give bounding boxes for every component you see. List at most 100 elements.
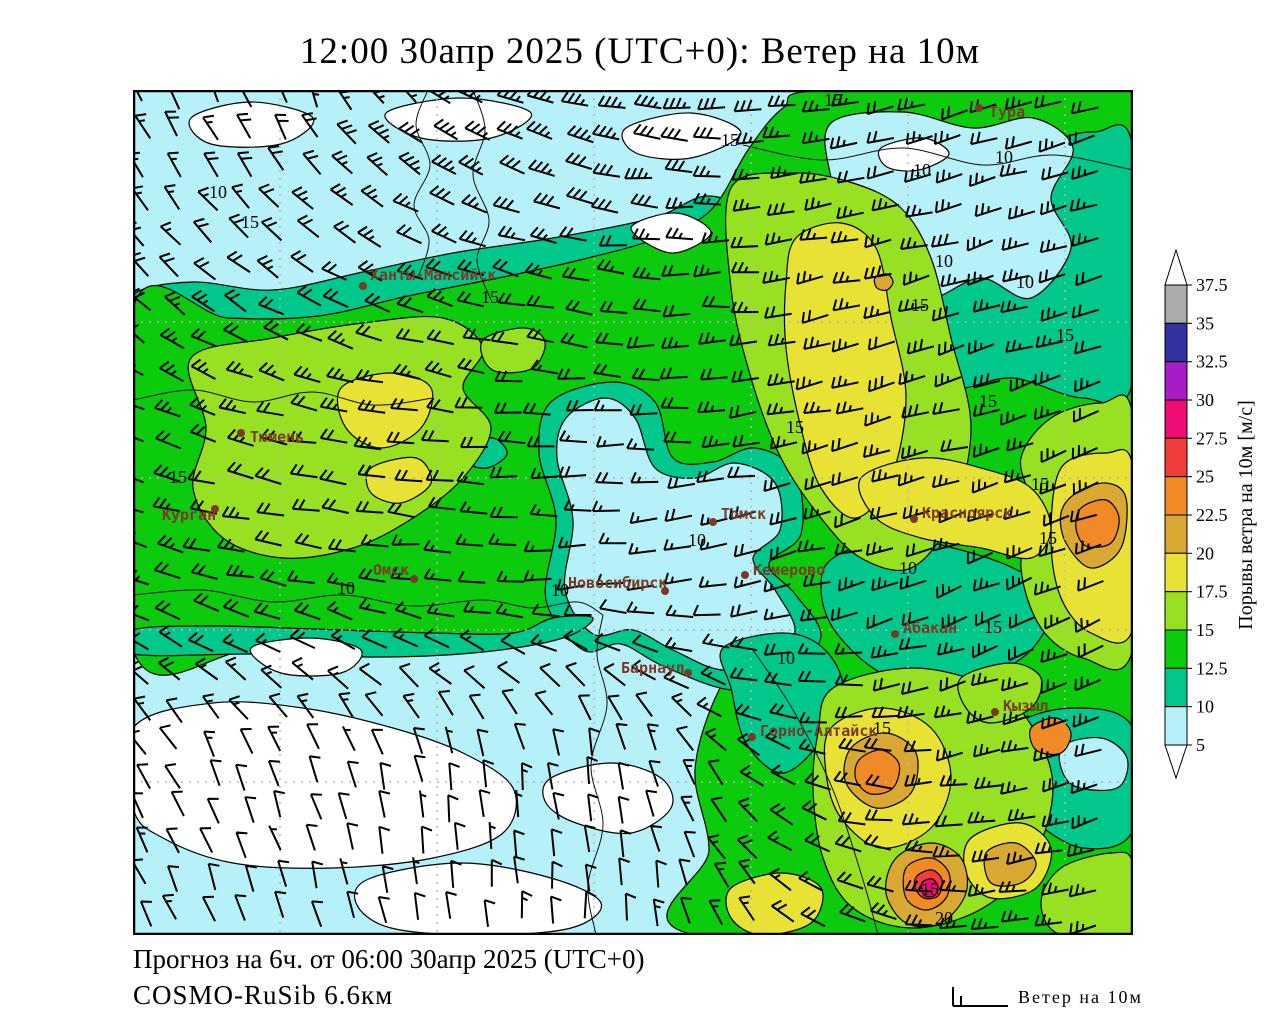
border-line [133, 589, 604, 616]
contour-label: 15 [786, 417, 804, 437]
city-label: Ханты-Мансийск [370, 266, 496, 284]
gust-region-orange-east [1075, 499, 1120, 548]
city-label: Красноярск [922, 504, 1012, 522]
weather-map: 10 15 15 15 10 10 10 10 15 15 15 10 15 15 20 15 15 10 10 10… [133, 90, 1133, 935]
city-label: Абакан [903, 619, 957, 637]
city-dot [684, 669, 692, 677]
colorbar-tick-label: 27.5 [1196, 428, 1228, 448]
contour-label: 10 [209, 182, 227, 202]
colorbar-tick-label: 22.5 [1196, 505, 1228, 525]
colorbar-segment [1164, 514, 1188, 554]
colorbar-segment [1164, 437, 1188, 478]
contour-label: 15 [169, 467, 187, 487]
contour-label: 10 [935, 251, 953, 271]
city-dot [891, 630, 899, 638]
city-dot [237, 429, 245, 437]
contour-label: 15 [721, 130, 739, 150]
contour-label: 15 [1056, 325, 1074, 345]
city-label: Кызыл [1003, 697, 1048, 715]
city-label: Кемерово [753, 561, 825, 579]
wind-barb-staffs [133, 90, 1104, 935]
city-label: Томск [721, 505, 766, 523]
city-label: Горно-Алтайск [760, 722, 877, 740]
city-dot [410, 575, 418, 583]
gust-region-white-sw-3 [542, 762, 674, 835]
colorbar-tick-label: 37.5 [1196, 275, 1228, 295]
contour-label: 15 [481, 287, 499, 307]
colorbar-tick-label: 35 [1196, 313, 1214, 333]
gust-region-orange-se-2 [1029, 717, 1072, 755]
map-layers: 10 15 15 15 10 10 10 10 15 15 15 10 15 15 20 15 15 10 10 10… [133, 90, 1133, 935]
city-dot [741, 571, 749, 579]
contour-label: 15 [873, 718, 891, 738]
colorbar-segment [1164, 706, 1188, 746]
graticule [133, 90, 1133, 935]
contour-label: 10 [899, 558, 917, 578]
colorbar-segment [1164, 322, 1188, 363]
city-dot [975, 104, 983, 112]
colorbar-segment [1164, 361, 1188, 401]
colorbar-segment [1164, 476, 1188, 516]
wind-barb-icon [952, 987, 1008, 1007]
border-line [133, 389, 434, 406]
city-dot [910, 515, 918, 523]
colorbar-arrow-up [1164, 248, 1188, 286]
contour-label: 15 [911, 295, 929, 315]
city-dot [709, 518, 717, 526]
contour-label: 10 [913, 160, 931, 180]
contour-label: 10 [1016, 272, 1034, 292]
city-label: Курган [162, 506, 216, 524]
border-line [742, 144, 1133, 171]
forecast-lead-text: Прогноз на 6ч. от 06:00 30апр 2025 (UTC+… [133, 944, 645, 974]
city-label: Омск [373, 561, 409, 579]
map-border [133, 90, 1133, 935]
contour-label: 10 [337, 578, 355, 598]
colorbar-segment [1164, 629, 1188, 669]
city-dot [991, 708, 999, 716]
colorbar-tick-label: 32.5 [1196, 352, 1228, 372]
contour-label: 10 [777, 648, 795, 668]
colorbar-segment [1164, 552, 1188, 593]
city-dot [359, 282, 367, 290]
gust-region-white-sw-4 [249, 637, 363, 677]
wind-barb-legend: Ветер на 10м [950, 982, 1143, 1010]
contour-label: 15 [1031, 474, 1049, 494]
model-name-text: COSMO-RuSib 6.6км [133, 980, 394, 1010]
colorbar-tick-label: 17.5 [1196, 582, 1228, 602]
city-dot [748, 733, 756, 741]
colorbar-tick-label: 10 [1196, 697, 1214, 717]
gust-region-white-nw-1 [188, 101, 315, 148]
wind-barb-legend-label: Ветер на 10м [1018, 987, 1143, 1007]
contour-label: 10 [995, 147, 1013, 167]
city-label: Новосибирск [568, 574, 667, 592]
page-title: 12:00 30апр 2025 (UTC+0): Ветер на 10м [299, 31, 981, 72]
city-dot [211, 505, 219, 513]
city-label: Тура [989, 103, 1025, 121]
contour-label: 15 [979, 391, 997, 411]
colorbar-segment [1164, 667, 1188, 708]
city-labels: Тура Ханты-Мансийск Тюмень Курган Омск Томск Н… [162, 103, 1048, 741]
colorbar-segment [1164, 399, 1188, 439]
contour-label: 15 [1039, 528, 1057, 548]
contour-label: 15 [984, 617, 1002, 637]
city-label: Тюмень [250, 428, 304, 446]
colorbar-axis-label: Порывы ветра на 10м [м/с] [1235, 400, 1257, 629]
border-line [752, 649, 879, 935]
wind-barbs [133, 90, 1104, 935]
city-label: Барнаул [621, 659, 684, 677]
colorbar-tick-label: 15 [1196, 620, 1214, 640]
colorbar-tick-label: 12.5 [1196, 658, 1228, 678]
contour-label: 15 [921, 879, 939, 899]
contour-label: 10 [551, 580, 569, 600]
gust-region-yellow-west-1 [336, 372, 434, 449]
colorbar: 37.5 35 32.5 30 27.5 25 22.5 20 17.5 15 12.5 10 5 Пор… [1164, 248, 1257, 780]
gust-region-ygreen-se-corner [1040, 851, 1133, 935]
contour-label: 20 [935, 908, 953, 928]
colorbar-tick-label: 20 [1196, 543, 1214, 563]
colorbar-segment [1164, 284, 1188, 324]
gust-region-pink-s-gust [920, 878, 939, 898]
colorbar-tick-label: 25 [1196, 467, 1214, 487]
colorbar-arrow-down [1164, 744, 1188, 780]
colorbar-tick-label: 5 [1196, 735, 1205, 755]
colorbar-tick-label: 30 [1196, 390, 1214, 410]
